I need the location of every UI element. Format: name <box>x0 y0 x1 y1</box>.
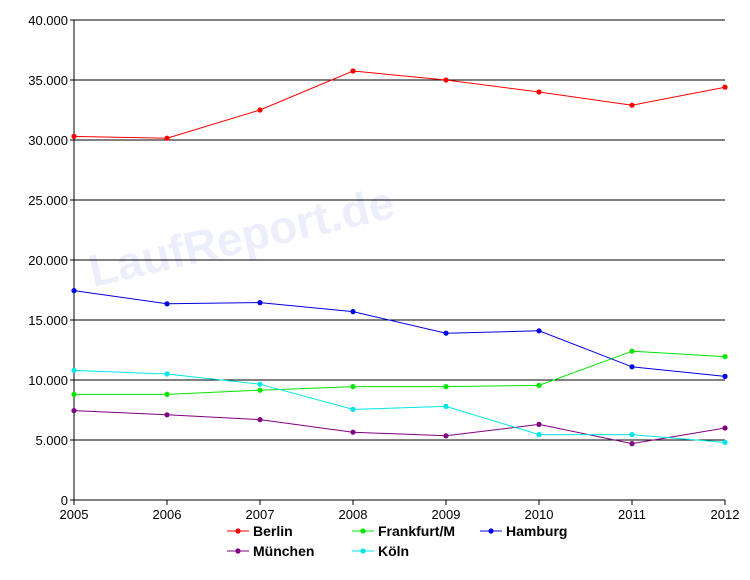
data-point-m-nchen <box>257 417 263 423</box>
data-point-m-nchen <box>71 408 77 414</box>
data-point-berlin <box>722 84 728 90</box>
x-tick-label: 2006 <box>153 507 182 522</box>
data-point-m-nchen <box>443 433 449 439</box>
y-tick-label: 0 <box>61 493 68 508</box>
data-point-frankfurt-m <box>443 384 449 390</box>
data-point-hamburg <box>257 300 263 306</box>
y-tick-label: 30.000 <box>28 133 68 148</box>
data-point-m-nchen <box>722 425 728 431</box>
series-line-hamburg <box>73 290 726 377</box>
series-line-berlin <box>73 70 726 139</box>
data-point-berlin <box>536 89 542 95</box>
x-tick-label: 2009 <box>432 507 461 522</box>
legend-swatch-dot-hamburg <box>488 528 494 534</box>
x-axis-ticks: 2005 2006 2007 2008 2009 2010 2011 2012 <box>60 500 740 522</box>
data-point-hamburg <box>722 373 728 379</box>
legend-label-frankfurt-m: Frankfurt/M <box>378 523 455 539</box>
data-point-m-nchen <box>629 441 635 447</box>
legend-label-k-ln: Köln <box>378 543 409 559</box>
legend-label-berlin: Berlin <box>253 523 293 539</box>
series-line-frankfurt-m <box>74 350 726 395</box>
data-point-berlin <box>350 68 356 74</box>
legend-swatch-dot-k-ln <box>360 548 366 554</box>
data-point-frankfurt-m <box>350 384 356 390</box>
x-tick-label: 2011 <box>618 507 646 522</box>
data-point-berlin <box>257 107 263 113</box>
data-point-berlin <box>164 135 170 141</box>
data-point-k-ln <box>257 381 263 387</box>
data-point-m-nchen <box>350 429 356 435</box>
data-point-m-nchen <box>536 421 542 427</box>
legend: Berlin Frankfurt/M Hamburg München Köln <box>227 523 567 559</box>
x-tick-label: 2012 <box>711 507 740 522</box>
data-point-frankfurt-m <box>536 382 542 388</box>
x-tick-label: 2007 <box>246 507 275 522</box>
data-point-hamburg <box>443 330 449 336</box>
data-point-k-ln <box>164 371 170 377</box>
x-tick-label: 2008 <box>339 507 368 522</box>
series-line-k-ln <box>73 369 726 443</box>
y-tick-label: 10.000 <box>28 373 68 388</box>
data-point-frankfurt-m <box>629 348 635 354</box>
data-point-hamburg <box>536 328 542 334</box>
data-point-frankfurt-m <box>164 391 170 397</box>
legend-label-m-nchen: München <box>253 543 314 559</box>
data-point-berlin <box>629 102 635 108</box>
series-group <box>71 68 728 447</box>
y-tick-label: 15.000 <box>28 313 68 328</box>
data-point-m-nchen <box>164 412 170 418</box>
data-point-hamburg <box>629 364 635 370</box>
x-tick-label: 2010 <box>525 507 554 522</box>
legend-swatch-dot-frankfurt-m <box>360 528 366 534</box>
data-point-k-ln <box>536 432 542 438</box>
legend-label-hamburg: Hamburg <box>506 523 567 539</box>
y-tick-label: 20.000 <box>28 253 68 268</box>
data-point-k-ln <box>722 439 728 445</box>
y-tick-label: 40.000 <box>28 13 68 28</box>
data-point-k-ln <box>629 432 635 438</box>
y-axis-ticks: 0 5.000 10.000 15.000 20.000 25.000 30.000 35.0… <box>28 13 74 508</box>
data-point-k-ln <box>350 406 356 412</box>
data-point-hamburg <box>71 288 77 294</box>
legend-swatch-dot-berlin <box>235 528 241 534</box>
data-point-hamburg <box>350 309 356 315</box>
data-point-frankfurt-m <box>257 387 263 393</box>
y-tick-label: 5.000 <box>35 433 68 448</box>
data-point-frankfurt-m <box>722 354 728 360</box>
data-point-k-ln <box>71 367 77 373</box>
gridlines <box>74 19 725 441</box>
data-point-k-ln <box>443 403 449 409</box>
watermark: LaufReport.de <box>84 176 399 297</box>
data-point-berlin <box>71 133 77 139</box>
series-line-m-nchen <box>73 410 726 445</box>
data-point-berlin <box>443 77 449 83</box>
x-tick-label: 2005 <box>60 507 89 522</box>
y-tick-label: 35.000 <box>28 73 68 88</box>
y-tick-label: 25.000 <box>28 193 68 208</box>
data-point-hamburg <box>164 301 170 307</box>
data-point-frankfurt-m <box>71 391 77 397</box>
legend-swatch-dot-m-nchen <box>235 548 241 554</box>
